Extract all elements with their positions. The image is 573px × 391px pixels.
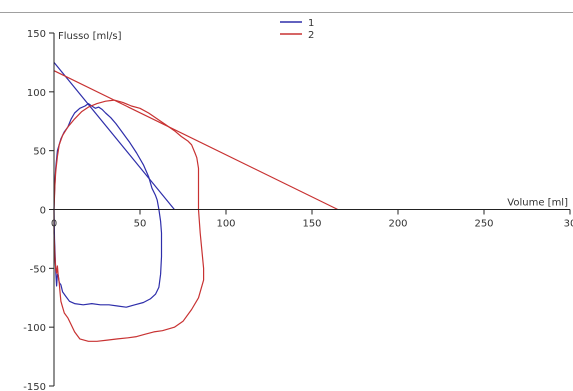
x-tick-label: 100 [216, 219, 235, 230]
legend-label-2: 2 [308, 30, 314, 41]
x-tick-label: 50 [134, 219, 147, 230]
series-layer [53, 62, 339, 342]
series-1-loop [53, 102, 163, 308]
y-tick-label: 100 [27, 88, 46, 99]
x-tick-label: 0 [51, 219, 57, 230]
legend: 12 [280, 18, 314, 41]
x-tick-label: 250 [474, 219, 493, 230]
x-tick-label: 200 [388, 219, 407, 230]
y-tick-label: -150 [23, 382, 46, 391]
legend-label-1: 1 [308, 18, 314, 29]
x-axis-label: Volume [ml] [507, 198, 568, 209]
series-2-loop [53, 99, 205, 342]
y-tick-label: 150 [27, 29, 46, 40]
y-tick-label: -100 [23, 323, 46, 334]
x-tick-label: 150 [302, 219, 321, 230]
series-2-line [53, 70, 339, 211]
y-tick-label: 0 [40, 206, 46, 217]
x-tick-label: 30 [564, 219, 573, 230]
ticks-layer: 150 100 50 0 -50 -100 -150 0 50 100 150 200 250 30 [23, 29, 573, 391]
y-tick-label: -50 [30, 264, 46, 275]
series-1-line [53, 62, 175, 210]
y-tick-label: 50 [33, 147, 46, 158]
y-axis-label: Flusso [ml/s] [58, 31, 122, 42]
